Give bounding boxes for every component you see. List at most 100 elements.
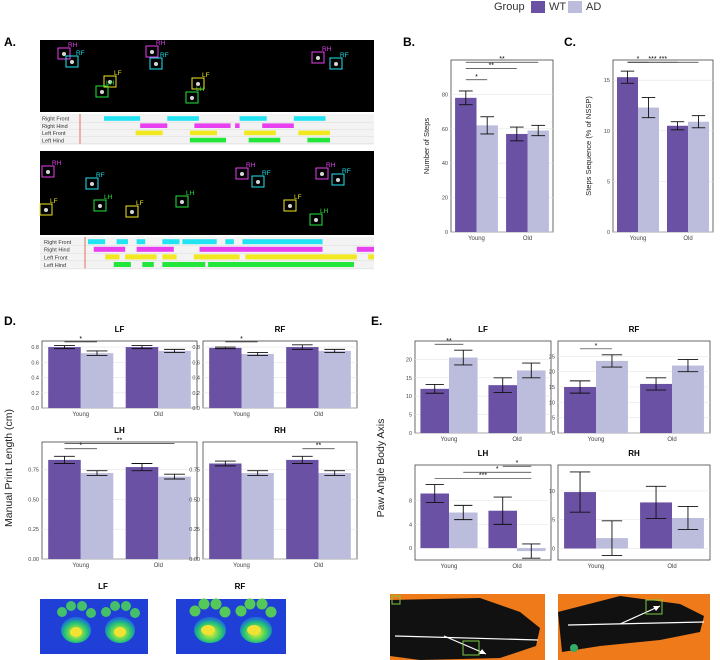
gait-stance-bar — [162, 262, 206, 267]
paw-print — [180, 200, 184, 204]
legend-swatch-ad — [568, 1, 582, 13]
paw-label: RH — [246, 162, 256, 169]
paw-box — [311, 51, 325, 64]
bar-wt — [48, 347, 81, 408]
paw-label: LF — [50, 198, 58, 205]
chart-title: LF — [478, 325, 488, 334]
gait-stance-bar — [104, 116, 141, 121]
paw-box — [315, 167, 329, 180]
paw-box — [283, 199, 297, 212]
paw-angle-photo-right — [558, 594, 710, 660]
legend-label-ad: AD — [586, 1, 601, 13]
significance-label: * — [79, 443, 82, 450]
paw-label: RH — [68, 42, 78, 49]
y-tick-label: 0.2 — [192, 391, 200, 397]
paw-print-right — [101, 601, 140, 643]
chart-title: RF — [275, 325, 286, 334]
chart-print-length-rf: 0.0 0.2 0.4 0.6 0.8 RF Young Old * — [192, 325, 358, 418]
gait-stance-bar — [162, 239, 180, 245]
y-tick-label: 20 — [442, 196, 448, 202]
y-tick-label: 15 — [604, 78, 610, 84]
y-axis-label-print-length: Manual Print Length (cm) — [3, 409, 15, 527]
bar-ad — [241, 353, 274, 408]
legend-label-wt: WT — [549, 1, 566, 13]
bar-wt — [455, 97, 477, 232]
paw-box — [41, 165, 55, 178]
y-tick-label: 0.00 — [28, 557, 39, 563]
y-tick-label: 0 — [409, 431, 412, 437]
chart-print-length-rh: 0.00 0.25 0.50 0.75 RH Young Old ** — [189, 426, 358, 569]
y-tick-label: 15 — [406, 376, 412, 382]
gait-row-label: Right Front — [42, 117, 70, 123]
significance-label: * — [595, 343, 598, 350]
gait-stance-bar — [135, 130, 163, 136]
y-tick-label: 0.75 — [28, 467, 39, 473]
gait-row-label: Left Hind — [42, 138, 64, 144]
gait-stance-bar — [368, 254, 374, 260]
panel-label-c: C. — [564, 35, 576, 49]
bar-ad — [517, 370, 546, 433]
paw-box — [57, 47, 71, 60]
paw-print — [334, 62, 338, 66]
print-label-rf: RF — [235, 582, 246, 591]
chart-paw-angle-rh: 0 5 10 RH Young Old — [549, 449, 711, 570]
y-tick-label: 40 — [442, 161, 448, 167]
gait-stance-bar — [208, 262, 354, 267]
y-tick-label: 0.50 — [28, 497, 39, 503]
panel-label-a: A. — [4, 35, 16, 49]
x-tick-label: Old — [154, 563, 163, 569]
gait-stance-bar — [88, 239, 106, 245]
gait-stance-bar — [136, 239, 146, 245]
x-tick-label: Young — [588, 437, 605, 443]
paw-box — [93, 199, 107, 212]
paw-label: LF — [136, 200, 144, 207]
x-tick-label: Old — [314, 563, 323, 569]
chart-paw-angle-lf: 0 5 10 15 20 LF Young Old ** — [406, 325, 552, 443]
bar-wt — [617, 77, 638, 232]
paw-label: LH — [196, 86, 205, 93]
paw-print — [154, 62, 158, 66]
chart-steps-sequence: 0 5 10 15 Steps Sequence (% of NSSP) Young Old… — [584, 56, 714, 242]
paw-print — [150, 50, 154, 54]
bar-ad — [688, 121, 709, 232]
gait-stance-bar — [244, 130, 276, 136]
paw-label: LH — [104, 194, 113, 201]
paw-print — [190, 96, 194, 100]
y-tick-label: 0.75 — [189, 467, 200, 473]
panel-label-e: E. — [371, 314, 382, 328]
bar-wt — [125, 347, 159, 408]
y-tick-label: 0 — [409, 546, 412, 552]
gait-row-label: Right Front — [44, 240, 72, 246]
significance-label: *** — [648, 56, 656, 63]
bar-ad — [638, 107, 659, 232]
bar-wt — [488, 385, 517, 433]
paw-box — [235, 167, 249, 180]
paw-print — [316, 56, 320, 60]
paw-box — [331, 173, 345, 186]
y-tick-label: 25 — [549, 354, 555, 360]
gait-stance-bar — [225, 239, 234, 245]
bar-wt — [667, 125, 688, 232]
x-tick-label: Old — [512, 564, 521, 570]
paw-print — [98, 204, 102, 208]
significance-label: * — [240, 336, 243, 343]
paw-print — [196, 82, 200, 86]
bar-ad — [596, 360, 628, 433]
bar-wt — [286, 347, 319, 408]
significance-label: * — [496, 466, 499, 473]
y-tick-label: 0.0 — [31, 406, 39, 412]
x-tick-label: Young — [233, 563, 250, 569]
y-tick-label: 10 — [604, 129, 610, 135]
x-tick-label: Old — [667, 437, 676, 443]
bar-ad — [158, 350, 191, 408]
paw-box — [191, 77, 205, 90]
y-tick-label: 4 — [409, 522, 412, 528]
gait-stance-bar — [167, 116, 199, 121]
paw-label: LH — [106, 80, 115, 87]
paw-box — [149, 57, 163, 70]
gait-stance-bar — [189, 130, 217, 136]
paw-label: LH — [186, 190, 195, 197]
gait-stance-bar — [293, 116, 326, 121]
